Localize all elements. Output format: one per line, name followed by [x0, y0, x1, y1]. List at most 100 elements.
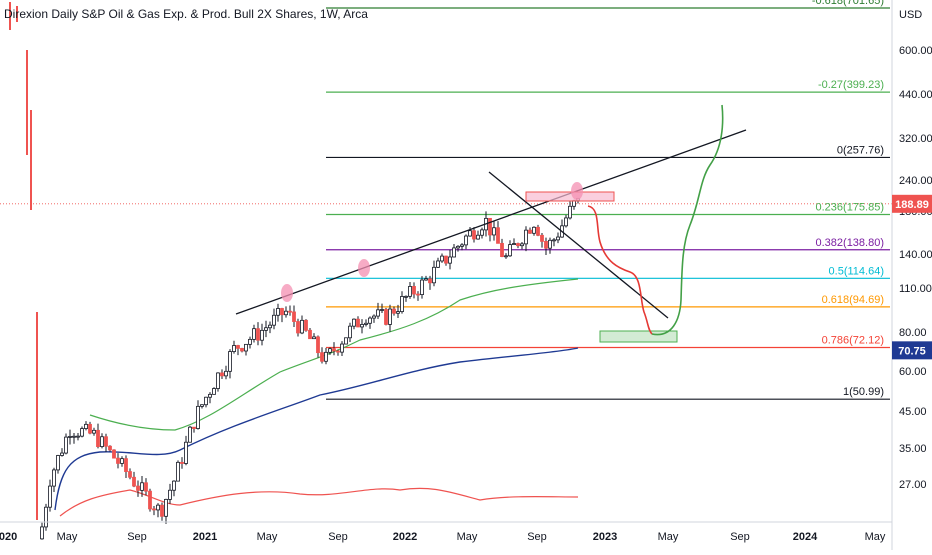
candle-body — [448, 256, 452, 264]
last-price-tag-bg — [892, 194, 932, 213]
candle-body — [520, 243, 524, 247]
candle-body — [76, 435, 80, 438]
candle-body — [344, 337, 348, 345]
price-tick-label: 240.00 — [899, 175, 932, 187]
fib-level-label: 1(50.99) — [843, 386, 884, 398]
candle-body — [40, 526, 44, 540]
time-tick-label: May — [457, 531, 478, 543]
candle-body — [416, 293, 420, 296]
time-tick-label: 2021 — [193, 531, 217, 543]
candle-body — [436, 260, 440, 268]
candle-body — [140, 482, 144, 491]
time-tick-label: Sep — [527, 531, 547, 543]
fib-level-label: 0.786(72.12) — [822, 334, 884, 346]
candle-body — [428, 278, 432, 284]
candle-body — [264, 327, 268, 331]
candle-body — [136, 485, 140, 491]
candle-body — [176, 461, 180, 482]
time-tick-label: 2022 — [393, 531, 417, 543]
candle-body — [332, 348, 336, 352]
candle-body — [160, 504, 164, 517]
candle-body — [372, 315, 376, 319]
candle-body — [396, 311, 400, 314]
candle-body — [364, 322, 368, 325]
candle-body — [552, 239, 556, 242]
projected-path-down — [587, 205, 653, 335]
moving-average-layer — [54, 278, 579, 517]
candle-body — [340, 343, 344, 353]
candle-body — [472, 230, 476, 240]
top-marker — [281, 284, 293, 302]
candle-body — [56, 455, 60, 471]
candle-body — [564, 217, 568, 227]
candle-body — [492, 227, 496, 236]
candle-body — [64, 436, 68, 454]
candle-body — [84, 423, 88, 429]
candle-body — [304, 319, 308, 331]
candle-body — [204, 396, 208, 406]
candle-body — [356, 318, 360, 328]
candle-body — [228, 351, 232, 372]
fib-level-label: 0(257.76) — [837, 144, 884, 156]
price-tick-label: 110.00 — [899, 283, 932, 295]
ma-price-tag-bg — [892, 341, 932, 360]
candle-body — [208, 393, 212, 398]
candle-body — [232, 345, 236, 352]
candle-body — [124, 458, 128, 472]
candle-body — [316, 336, 320, 354]
candle-body — [180, 461, 184, 464]
candle-body — [52, 469, 56, 487]
candle-body — [168, 489, 172, 500]
fib-level-label: 0.618(94.69) — [822, 294, 884, 306]
falling-trendline — [488, 171, 669, 319]
fib-level-label: 0.382(138.80) — [816, 237, 885, 249]
candle-body — [380, 309, 384, 311]
candle-body — [112, 449, 116, 459]
candle-body — [152, 508, 156, 511]
candle-body — [44, 506, 48, 528]
chart-title: Direxion Daily S&P Oil & Gas Exp. & Prod… — [4, 7, 368, 21]
candle-body — [236, 345, 240, 349]
candle-body — [476, 234, 480, 240]
ma-fast-line — [89, 278, 579, 431]
candle-body — [148, 490, 152, 510]
candle-body — [128, 471, 132, 478]
candle-body — [120, 458, 124, 464]
ma-slow-line — [54, 347, 579, 511]
fib-level-label: 0.5(114.64) — [829, 265, 884, 277]
candle-body — [200, 404, 204, 407]
candle-body — [456, 245, 460, 249]
candle-body — [536, 226, 540, 236]
candle-body — [336, 350, 340, 353]
candle-body — [460, 244, 464, 247]
candle-body — [196, 405, 200, 429]
rising-trendline — [235, 129, 747, 315]
candle-body — [392, 308, 396, 314]
time-tick-label: May — [257, 531, 278, 543]
candle-body — [272, 314, 276, 326]
candle-body — [568, 205, 572, 219]
time-tick-label: Sep — [730, 531, 750, 543]
candle-body — [48, 485, 52, 508]
price-tick-label: 80.00 — [899, 327, 927, 339]
candle-body — [452, 247, 456, 258]
candle-body — [108, 445, 112, 451]
candle-body — [360, 324, 364, 328]
candle-body — [240, 347, 244, 352]
candle-body — [432, 266, 436, 284]
candle-body — [420, 279, 424, 296]
price-unit-label: USD — [899, 9, 922, 21]
candle-body — [544, 240, 548, 249]
fib-level-label: -0.618(701.65) — [812, 0, 884, 7]
candle-body — [496, 227, 500, 244]
candle-body — [80, 428, 84, 437]
candle-body — [212, 388, 216, 395]
ma-price-tag: 70.75 — [898, 345, 926, 357]
candle-body — [260, 329, 264, 341]
candle-body — [220, 372, 224, 377]
candle-body — [388, 308, 392, 325]
candle-body — [328, 348, 332, 353]
candle-body — [504, 255, 508, 258]
